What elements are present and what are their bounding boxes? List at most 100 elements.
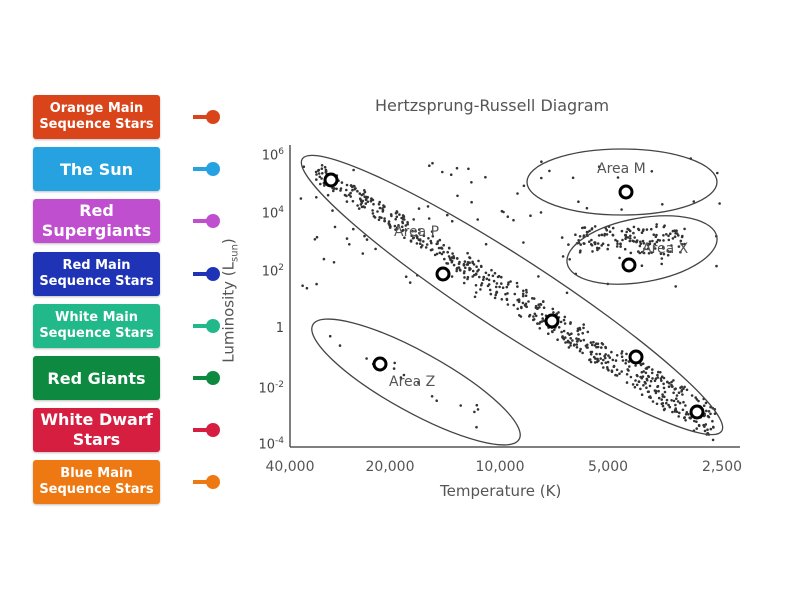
star-dot xyxy=(516,192,519,195)
drop-target[interactable] xyxy=(618,184,634,200)
star-dot xyxy=(682,400,685,404)
label-red-giants[interactable]: Red Giants xyxy=(33,356,220,400)
star-dot xyxy=(593,242,597,246)
star-dot xyxy=(534,314,538,318)
star-dot xyxy=(608,356,612,359)
star-dot xyxy=(663,407,666,411)
star-dot xyxy=(634,364,637,367)
star-dot xyxy=(567,243,570,246)
star-dot xyxy=(484,242,488,246)
star-dot xyxy=(647,252,651,255)
star-dot xyxy=(501,286,505,290)
star-dot xyxy=(602,366,605,369)
y-tick: 1 xyxy=(275,321,284,336)
drop-target[interactable] xyxy=(435,266,451,282)
star-dot xyxy=(365,357,368,360)
label-the-sun[interactable]: The Sun xyxy=(33,147,220,191)
star-dot xyxy=(419,245,423,249)
label-white-dwarf[interactable]: White Dwarf Stars xyxy=(33,408,220,452)
star-dot xyxy=(620,229,624,233)
star-dot xyxy=(517,298,520,302)
star-dot xyxy=(474,273,478,276)
drop-target[interactable] xyxy=(621,257,637,273)
star-dot xyxy=(476,270,479,273)
star-dot xyxy=(345,200,349,203)
star-dot xyxy=(639,363,643,366)
x-tick: 20,000 xyxy=(365,459,415,475)
star-dot xyxy=(651,377,654,380)
star-dot xyxy=(372,215,376,218)
drop-target[interactable] xyxy=(323,172,339,188)
star-dot xyxy=(655,402,659,406)
star-dot xyxy=(383,217,386,220)
star-dot xyxy=(673,235,677,238)
star-dot xyxy=(371,212,375,215)
star-dot xyxy=(484,175,487,179)
star-dot xyxy=(634,379,637,382)
star-dot xyxy=(436,240,440,243)
star-dot xyxy=(610,370,614,374)
star-dot xyxy=(597,359,600,363)
drop-target[interactable] xyxy=(372,356,388,372)
pin-icon[interactable] xyxy=(206,162,220,176)
pin-icon[interactable] xyxy=(206,110,220,124)
label-text: Blue Main Sequence Stars xyxy=(39,466,154,497)
label-blue-main-sequence[interactable]: Blue Main Sequence Stars xyxy=(33,460,220,504)
star-dot xyxy=(521,294,525,298)
star-dot xyxy=(418,242,422,245)
label-white-main-sequence[interactable]: White Main Sequence Stars xyxy=(33,304,220,348)
star-dot xyxy=(667,403,670,407)
star-dot xyxy=(654,389,658,393)
pin-icon[interactable] xyxy=(206,475,220,489)
label-text: White Main Sequence Stars xyxy=(39,310,154,341)
label-red-main-sequence[interactable]: Red Main Sequence Stars xyxy=(33,252,220,296)
star-dot xyxy=(486,284,490,288)
star-dot xyxy=(369,199,373,203)
star-dot xyxy=(605,228,609,232)
star-dot xyxy=(394,228,397,231)
star-dot xyxy=(446,250,450,254)
star-dot xyxy=(684,419,687,422)
star-dot xyxy=(519,315,523,318)
pin-icon[interactable] xyxy=(206,319,220,333)
pin-icon[interactable] xyxy=(206,214,220,228)
pin-icon[interactable] xyxy=(206,423,220,437)
star-dot xyxy=(495,282,499,285)
star-dot xyxy=(321,172,324,175)
label-orange-main-sequence[interactable]: Orange Main Sequence Stars xyxy=(33,95,220,139)
star-dot xyxy=(427,217,431,220)
star-dot xyxy=(677,391,681,395)
star-dot xyxy=(487,278,491,282)
star-dot xyxy=(431,248,434,251)
star-dot xyxy=(684,413,688,416)
star-dot xyxy=(637,250,640,253)
drop-target[interactable] xyxy=(628,349,644,365)
star-dot xyxy=(529,214,532,217)
star-dot xyxy=(568,258,571,261)
drop-target[interactable] xyxy=(689,404,705,420)
star-dot xyxy=(433,253,437,257)
star-dot xyxy=(406,222,410,226)
star-dot xyxy=(358,192,362,195)
star-dot xyxy=(681,408,685,412)
star-dot xyxy=(646,247,650,251)
star-dot xyxy=(611,358,615,362)
star-dot xyxy=(640,264,644,268)
star-dot xyxy=(605,233,609,236)
star-dot xyxy=(371,209,374,212)
star-dot xyxy=(592,355,596,359)
star-dot xyxy=(479,264,483,268)
pin-icon[interactable] xyxy=(206,267,220,281)
star-dot xyxy=(374,247,377,251)
pin-icon[interactable] xyxy=(206,371,220,385)
star-dot xyxy=(361,252,365,255)
star-dot xyxy=(494,293,498,297)
star-dot xyxy=(657,389,660,393)
star-dot xyxy=(596,248,599,252)
drop-target[interactable] xyxy=(544,313,560,329)
star-dot xyxy=(521,301,525,305)
star-dot xyxy=(314,170,318,174)
star-dot xyxy=(705,409,708,413)
label-red-supergiants[interactable]: Red Supergiants xyxy=(33,199,220,243)
star-dot xyxy=(596,345,600,349)
